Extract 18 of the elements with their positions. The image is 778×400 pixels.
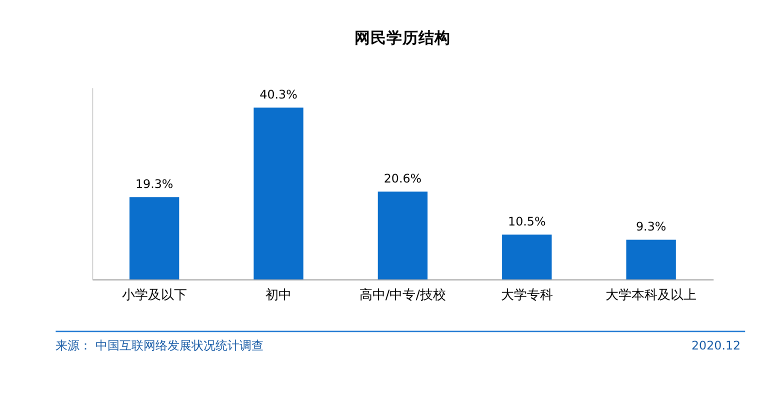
source-note: 来源： 中国互联网络发展状况统计调查 xyxy=(56,338,264,353)
data-label: 40.3% xyxy=(260,88,298,102)
text: 2020.12 xyxy=(692,338,741,353)
bar xyxy=(626,240,676,280)
bar xyxy=(254,108,304,280)
x-tick-label: 大学本科及以上 xyxy=(606,288,697,304)
data-label: 9.3% xyxy=(636,220,666,234)
data-label: 19.3% xyxy=(135,177,174,192)
x-tick-label: 高中/中专/技校 xyxy=(359,287,446,304)
bar xyxy=(129,197,180,280)
x-tick-label: 小学及以下 xyxy=(122,288,187,304)
data-label: 20.6% xyxy=(384,171,422,186)
bar xyxy=(502,234,552,280)
x-tick-label: 大学专科 xyxy=(500,288,553,304)
bar xyxy=(378,192,428,280)
x-tick-label: 初中 xyxy=(266,288,292,304)
chart-title: 网民学历结构 xyxy=(354,28,451,47)
data-label: 10.5% xyxy=(508,214,546,229)
